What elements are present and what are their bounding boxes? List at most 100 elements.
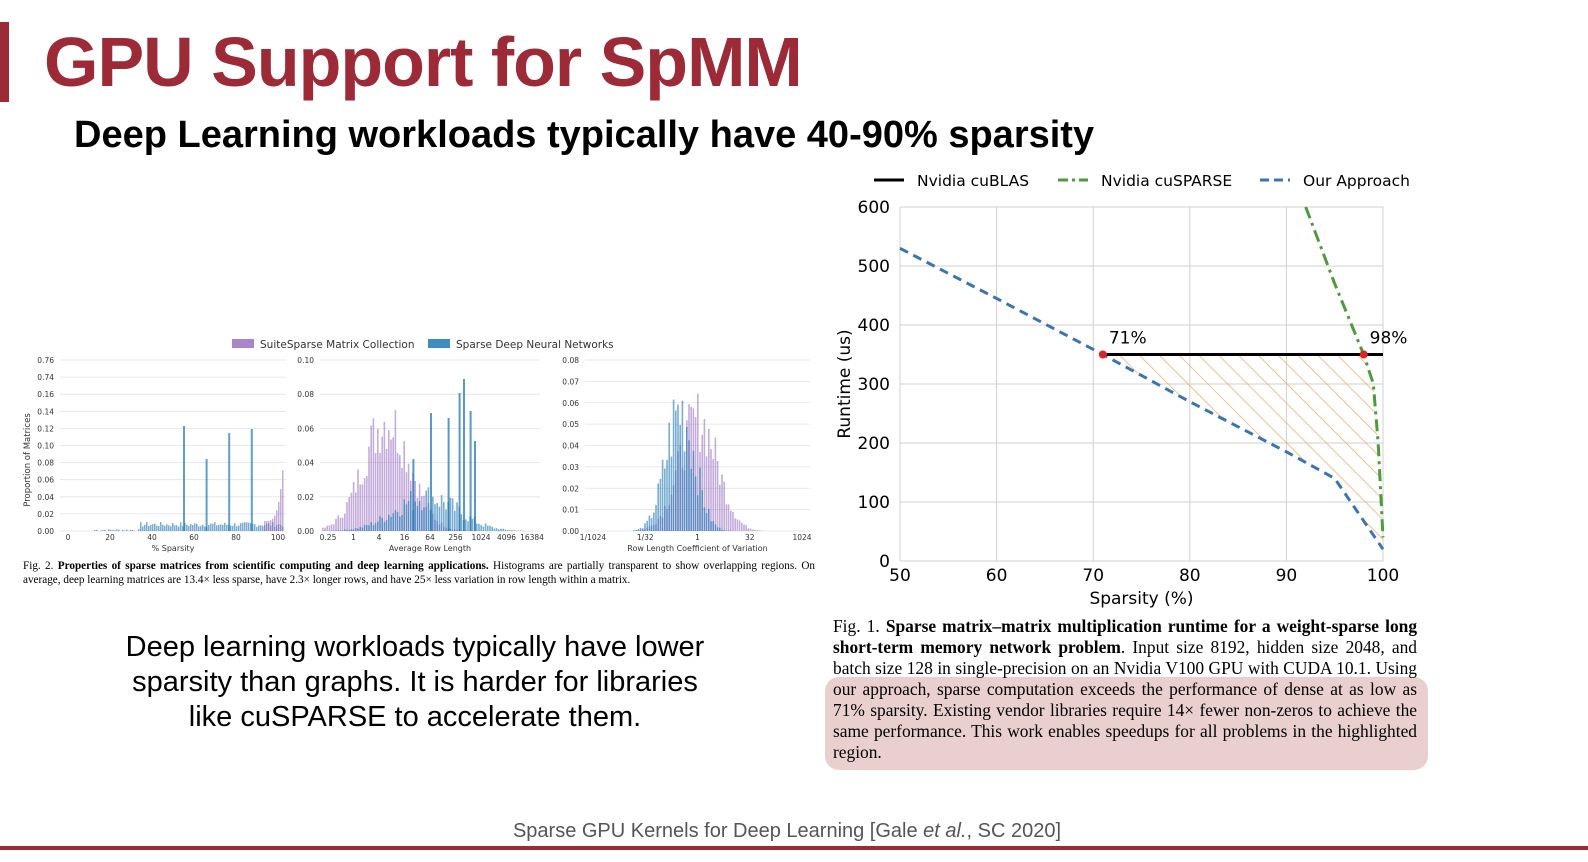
histogram-bar [388,430,390,531]
histogram-bar [697,393,699,531]
histogram-bar [754,529,756,531]
histogram-bar [412,459,415,531]
histogram-bar [208,524,210,531]
histogram-bar [140,522,142,531]
histogram-bar [178,526,180,531]
legend-label: SuiteSparse Matrix Collection [260,339,415,351]
histogram-bar [154,523,156,531]
fig2-histogram-figure: SuiteSparse Matrix Collection Sparse Deep… [23,339,812,553]
histogram-bar [250,429,253,531]
body-text: Deep learning workloads typically have l… [60,630,770,735]
histogram-bar [694,476,697,531]
histogram-bar [361,527,364,531]
histogram-bar [690,468,692,531]
histogram-bar [104,529,106,531]
histogram-bar [374,453,377,531]
histogram-bar [234,523,236,531]
fig1-runtime-chart: 50 60 70 80 90 100 0 100 200 300 400 500 600 Sparsity… [835,172,1410,609]
fig1-caption-prefix: Fig. 1. [833,616,880,636]
histogram-bar [359,526,361,531]
histogram-bar [511,530,513,531]
histogram-bar [357,528,359,531]
histogram-bar [254,524,256,531]
y-tick-label: 0.12 [37,424,54,433]
x-tick-label: 64 [425,533,435,542]
y-tick-label: 0.00 [297,527,314,536]
annotation-label: 71% [1109,329,1147,349]
histogram-bar [414,501,416,531]
histogram-bar [335,518,337,531]
y-tick-label: 0.04 [562,442,579,451]
histogram-bar [730,510,732,531]
fig1-caption-bold: Sparse matrix–matrix multiplication runt… [833,616,1418,657]
y-tick-label: 600 [858,198,890,218]
y-tick-label: 300 [858,375,890,395]
x-tick-label: 70 [1082,566,1104,586]
histogram-bar [126,529,128,531]
histogram-bar [333,524,335,531]
histogram-bar [330,524,333,531]
slide-subtitle: Deep Learning workloads typically have 4… [74,114,1095,156]
histogram-bar [250,523,252,531]
y-tick-label: 400 [858,316,890,336]
fig2-caption: Fig. 2. Properties of sparse matrices fr… [23,559,815,587]
x-tick-label: 256 [448,533,463,542]
histogram-bar [264,520,266,531]
histogram-bar [401,467,403,531]
histogram-bar [399,455,401,531]
histogram-bar [341,517,344,531]
histogram-bar [407,463,410,531]
histogram-bar [357,469,359,531]
histogram-bar [368,446,370,531]
histogram-bar [108,529,110,531]
x-tick-label: 80 [1179,566,1201,586]
histogram-bar [463,379,465,531]
histogram-bar [359,484,361,531]
histogram-bar [168,525,170,531]
histogram-bar [150,524,152,531]
x-tick-label: 40 [147,533,157,542]
x-tick-label: 60 [986,566,1008,586]
body-line: like cuSPARSE to accelerate them. [188,701,642,733]
histogram-bar [650,518,653,531]
histogram-bar [646,520,648,531]
histogram-bar [146,522,148,531]
y-tick-label: 0.10 [37,442,54,451]
fig1-caption-text: . Input size 8192, hidden size 2048, and… [833,637,1418,762]
histogram-bar [727,504,730,531]
fig1-caption: Fig. 1. Sparse matrix–matrix multiplicat… [833,616,1417,763]
histogram-bar [94,530,96,531]
histogram-bar [683,451,686,531]
histogram-bar [377,521,379,531]
histogram-bar [454,510,456,531]
histogram-bar [162,524,164,531]
histogram-bar [421,510,423,531]
histogram-bar [657,483,659,531]
histogram-bar [383,421,386,531]
histogram-bar [383,522,386,531]
histogram-bar [405,504,408,531]
histogram-bar [482,526,485,531]
title-accent-bar [0,22,9,102]
histogram-bar [232,525,234,531]
histogram-bar [659,478,662,531]
histogram-bar [341,530,344,531]
x-tick-label: 100 [1367,566,1399,586]
histogram-bar [381,517,383,531]
histogram-bar [436,503,438,531]
histogram-bar [396,452,399,531]
histogram-bar [202,524,204,531]
histogram-bar [192,524,194,531]
histogram-bar [205,459,208,531]
histogram-bar [513,530,515,531]
histogram-bar [282,470,284,531]
histogram-bar [278,501,280,531]
y-tick-label: 0.04 [37,493,54,502]
histogram-bar [493,528,496,531]
histogram-bar [679,424,681,531]
bottom-rule [0,846,1588,850]
y-tick-label: 0.02 [562,484,579,493]
legend-label: Nvidia cuSPARSE [1101,172,1232,190]
histogram-bar [758,530,761,531]
histogram-bar [102,530,104,531]
